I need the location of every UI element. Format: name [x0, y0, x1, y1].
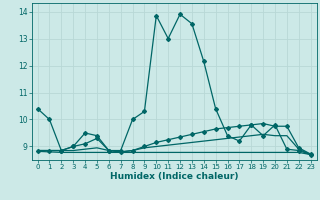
- X-axis label: Humidex (Indice chaleur): Humidex (Indice chaleur): [110, 172, 238, 181]
